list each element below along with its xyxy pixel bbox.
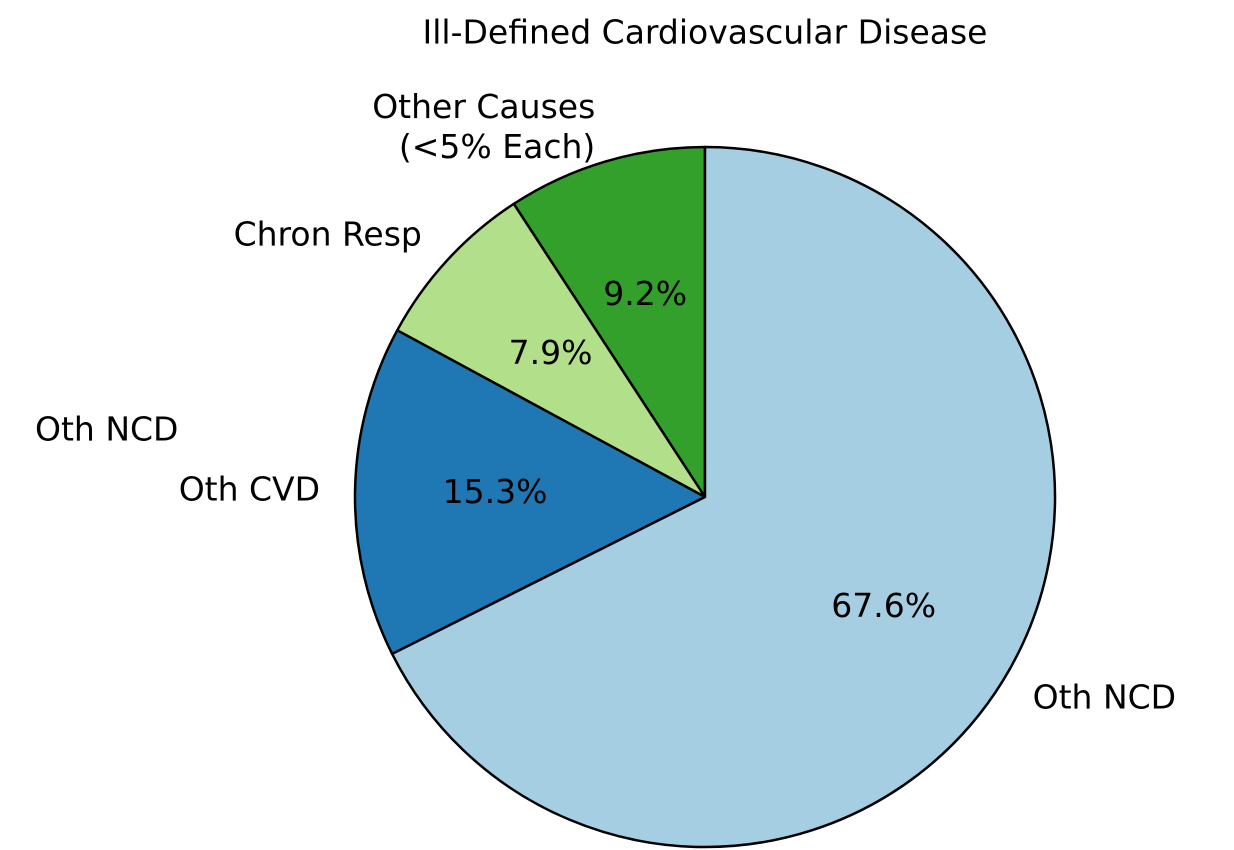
- slice-label: Oth CVD: [179, 469, 320, 508]
- neighbor-label: Oth NCD: [35, 410, 178, 449]
- value-label: 9.2%: [603, 274, 687, 313]
- pie-slice: [512, 145, 707, 499]
- slice-label: Oth NCD: [1033, 678, 1176, 717]
- chart-title: Ill-Defined Cardiovascular Disease: [423, 13, 988, 52]
- value-label: 67.6%: [831, 586, 936, 625]
- slice-label: Other Causes (<5% Each): [372, 86, 595, 165]
- slice-label: Chron Resp: [234, 215, 422, 254]
- pie-slice: [353, 329, 707, 656]
- pie-slice: [395, 202, 707, 499]
- value-label: 7.9%: [509, 333, 593, 372]
- value-label: 15.3%: [443, 472, 548, 511]
- pie-slice: [390, 145, 1057, 849]
